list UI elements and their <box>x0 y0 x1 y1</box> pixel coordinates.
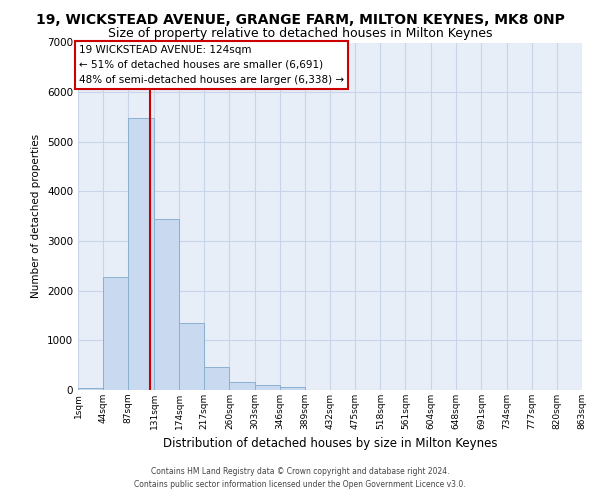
Bar <box>179 323 204 390</box>
Bar <box>254 385 280 390</box>
X-axis label: Distribution of detached houses by size in Milton Keynes: Distribution of detached houses by size … <box>163 438 497 450</box>
Bar <box>78 388 103 390</box>
Text: 19 WICKSTEAD AVENUE: 124sqm
← 51% of detached houses are smaller (6,691)
48% of : 19 WICKSTEAD AVENUE: 124sqm ← 51% of det… <box>79 45 344 84</box>
Text: Size of property relative to detached houses in Milton Keynes: Size of property relative to detached ho… <box>108 28 492 40</box>
Bar <box>280 387 305 390</box>
Bar <box>229 382 254 390</box>
Bar <box>128 118 154 390</box>
Y-axis label: Number of detached properties: Number of detached properties <box>31 134 41 298</box>
Text: Contains HM Land Registry data © Crown copyright and database right 2024.
Contai: Contains HM Land Registry data © Crown c… <box>134 468 466 489</box>
Bar <box>103 278 128 390</box>
Bar <box>204 367 229 390</box>
Text: 19, WICKSTEAD AVENUE, GRANGE FARM, MILTON KEYNES, MK8 0NP: 19, WICKSTEAD AVENUE, GRANGE FARM, MILTO… <box>35 12 565 26</box>
Bar <box>154 219 179 390</box>
